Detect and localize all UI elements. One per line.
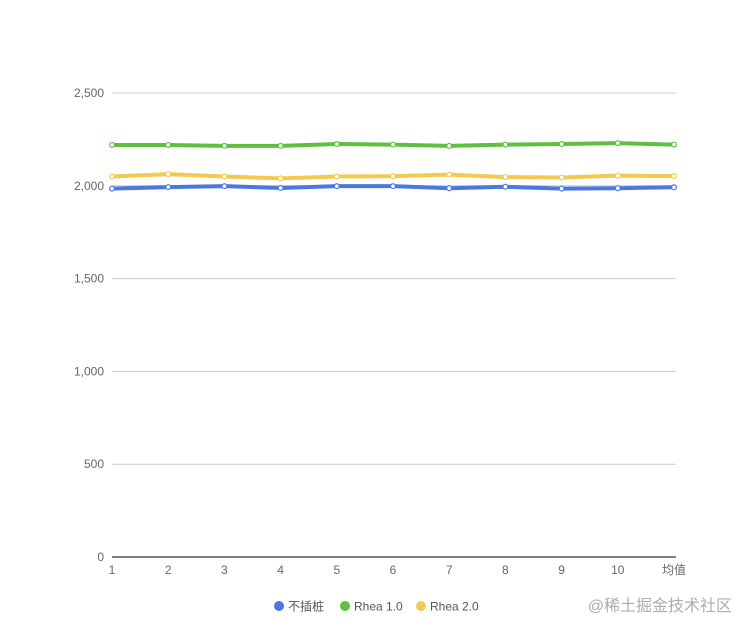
data-point	[277, 142, 284, 149]
data-point	[502, 183, 509, 190]
y-tick-label: 500	[84, 457, 104, 471]
legend-label: Rhea 2.0	[430, 600, 479, 614]
data-point	[614, 185, 621, 192]
legend-marker	[274, 601, 284, 611]
data-point	[614, 140, 621, 147]
data-point	[670, 184, 677, 191]
y-tick-label: 1,000	[74, 364, 104, 378]
data-point	[221, 142, 228, 149]
data-point	[333, 183, 340, 190]
x-tick-label: 4	[277, 563, 284, 577]
data-point	[502, 141, 509, 148]
data-point	[390, 183, 397, 190]
y-tick-label: 2,000	[74, 179, 104, 193]
x-tick-label: 6	[390, 563, 397, 577]
data-point	[670, 141, 677, 148]
x-tick-label: 9	[558, 563, 565, 577]
data-point	[333, 173, 340, 180]
data-point	[108, 185, 115, 192]
data-point	[108, 173, 115, 180]
x-tick-label: 均值	[662, 562, 686, 577]
data-point	[614, 172, 621, 179]
data-point	[446, 171, 453, 178]
data-point	[277, 185, 284, 192]
legend-label: 不插桩	[288, 599, 324, 614]
data-point	[558, 141, 565, 148]
data-point	[221, 183, 228, 190]
data-point	[446, 142, 453, 149]
y-tick-label: 2,500	[74, 86, 104, 100]
x-tick-label: 8	[502, 563, 509, 577]
data-point	[670, 173, 677, 180]
data-point	[333, 141, 340, 148]
y-tick-label: 1,500	[74, 272, 104, 286]
x-tick-label: 7	[446, 563, 453, 577]
data-point	[165, 171, 172, 178]
y-tick-label: 0	[97, 550, 104, 564]
legend-marker	[340, 601, 350, 611]
x-tick-label: 5	[333, 563, 340, 577]
data-point	[558, 185, 565, 192]
data-point	[390, 141, 397, 148]
data-point	[221, 173, 228, 180]
data-point	[277, 175, 284, 182]
data-point	[108, 141, 115, 148]
watermark-text: @稀土掘金技术社区	[587, 598, 732, 615]
data-point	[390, 173, 397, 180]
x-tick-label: 2	[165, 563, 172, 577]
data-point	[165, 184, 172, 191]
data-point	[165, 141, 172, 148]
legend-label: Rhea 1.0	[354, 600, 403, 614]
x-tick-label: 3	[221, 563, 228, 577]
x-tick-label: 10	[611, 563, 625, 577]
data-point	[502, 174, 509, 181]
x-tick-label: 1	[109, 563, 116, 577]
data-point	[558, 174, 565, 181]
data-point	[446, 185, 453, 192]
legend-marker	[416, 601, 426, 611]
